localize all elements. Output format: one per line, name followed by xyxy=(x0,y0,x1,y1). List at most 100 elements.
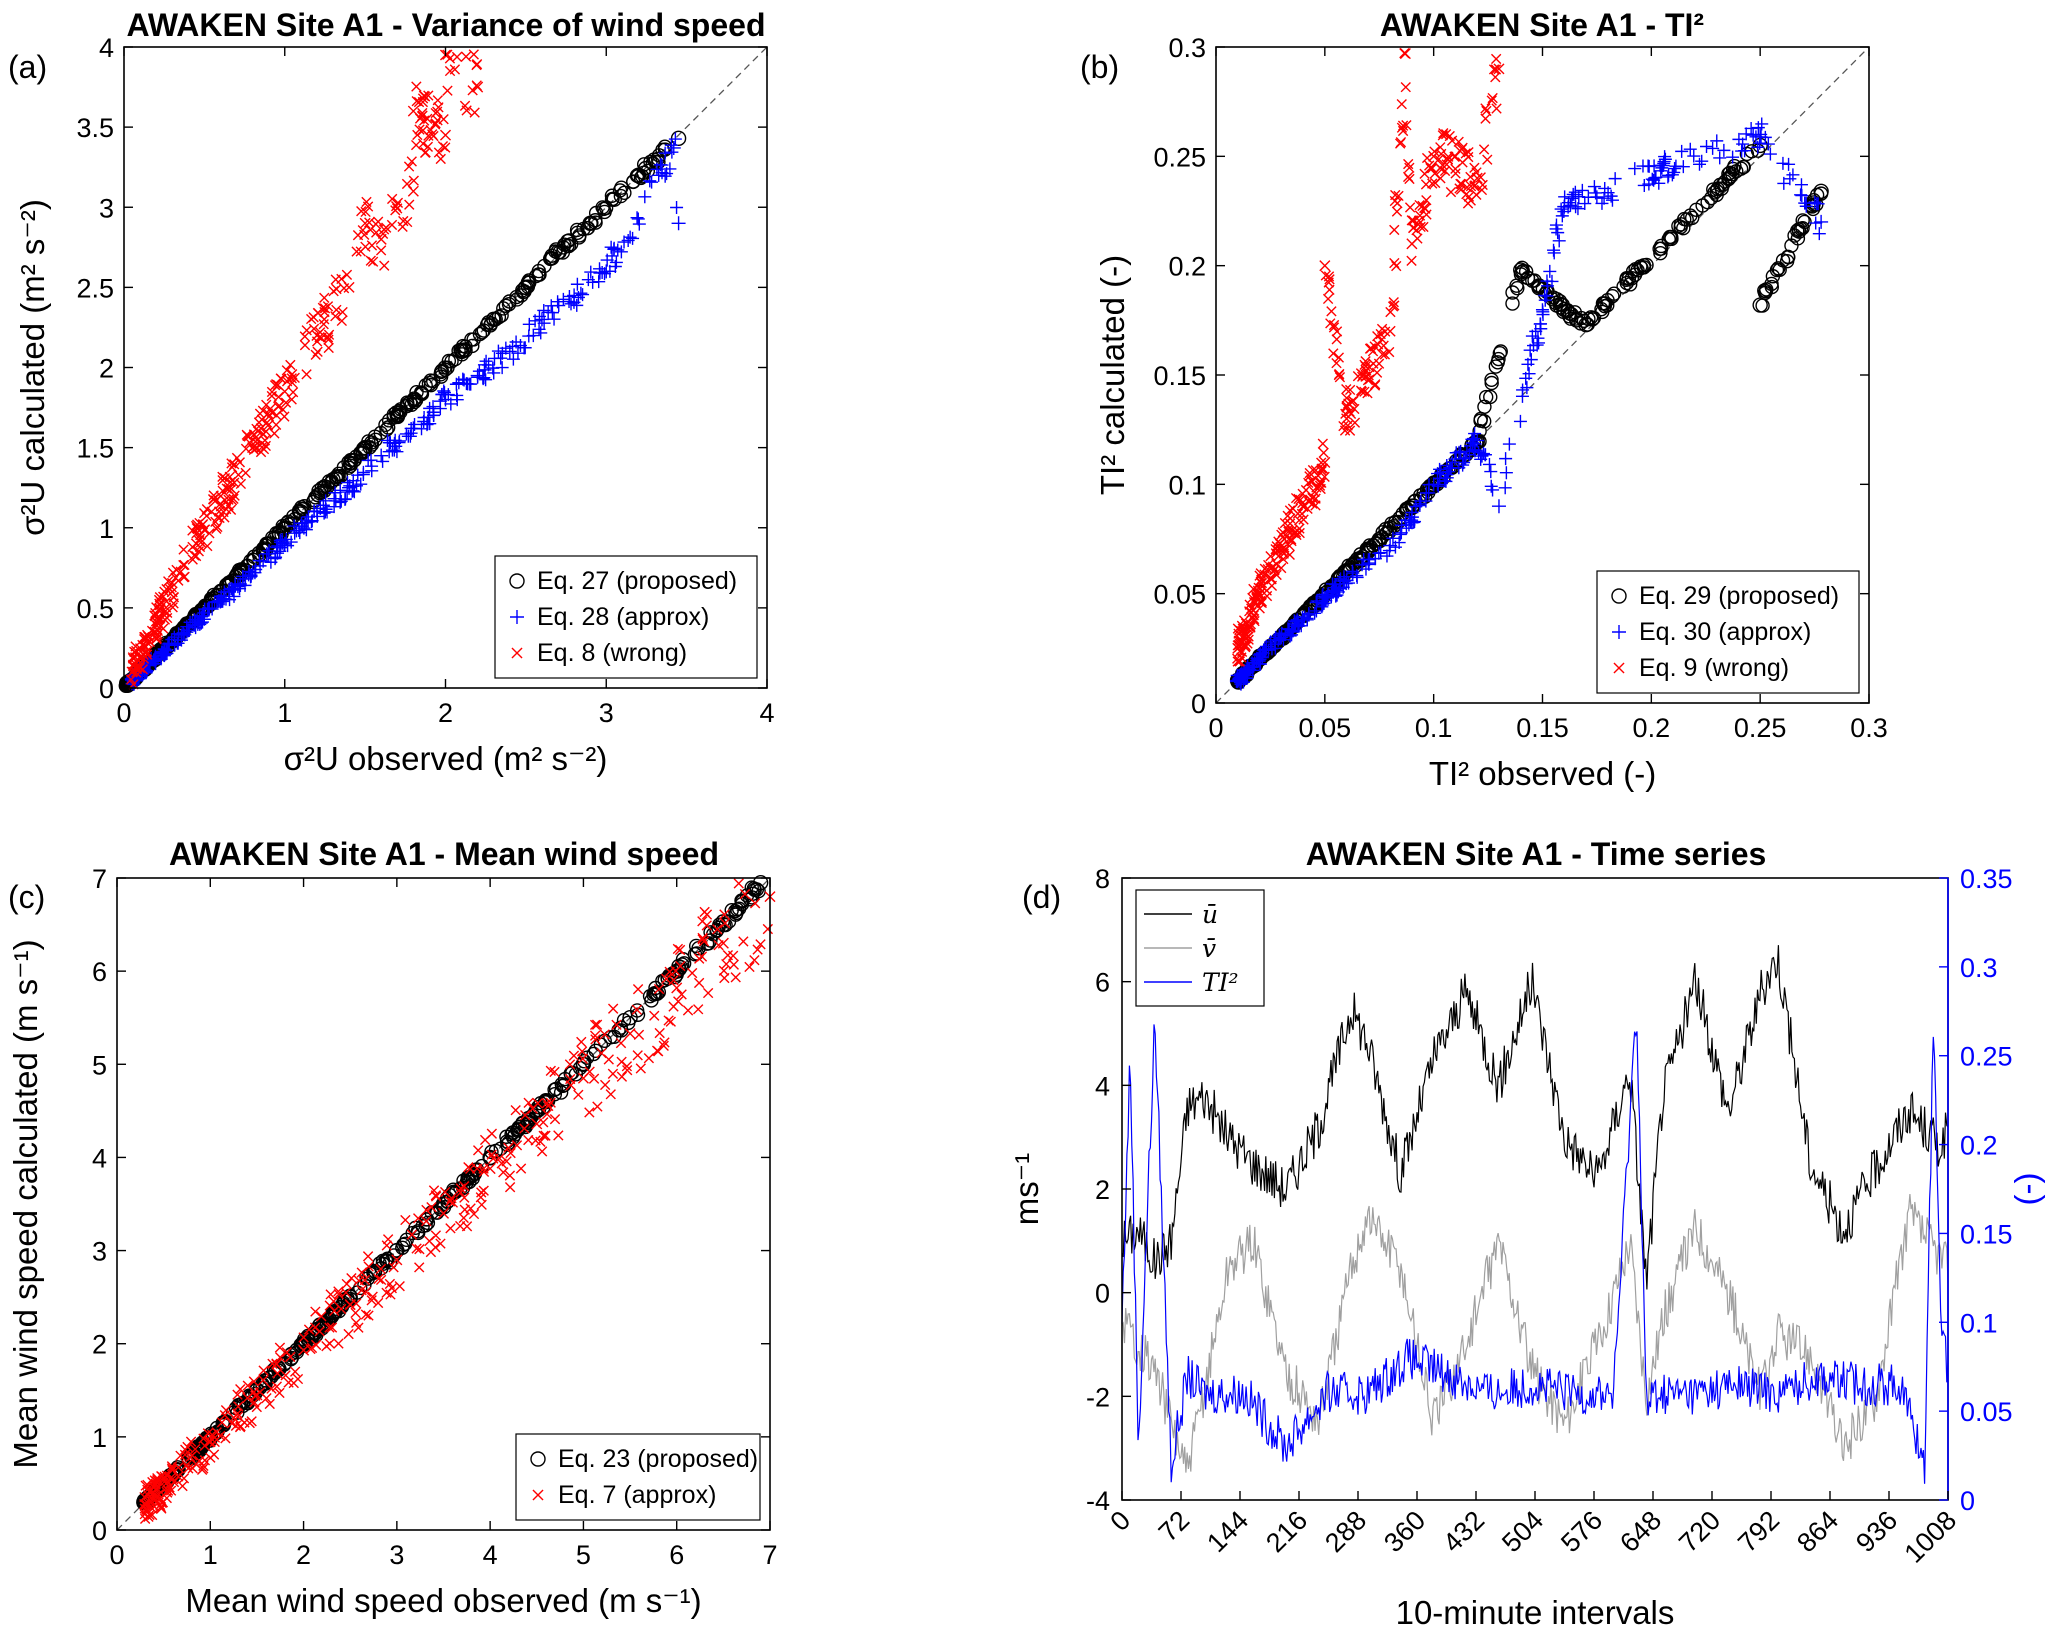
data-point xyxy=(499,1129,514,1144)
data-point xyxy=(1413,215,1425,226)
data-point xyxy=(1452,461,1466,475)
data-point xyxy=(622,1010,638,1026)
legend-label: Eq. 23 (proposed) xyxy=(558,1445,758,1473)
data-point xyxy=(1739,127,1753,141)
data-point xyxy=(502,294,517,309)
data-point xyxy=(515,1163,527,1174)
data-point xyxy=(361,196,372,208)
data-point xyxy=(1404,202,1416,213)
y-tick-label: 0.05 xyxy=(1153,580,1206,610)
data-point xyxy=(1286,534,1297,545)
data-point xyxy=(181,1459,192,1471)
y-tick-label: 0.25 xyxy=(1153,142,1206,172)
data-point xyxy=(719,972,730,984)
data-point xyxy=(1668,162,1682,176)
x-tick-label: 144 xyxy=(1201,1505,1254,1558)
data-point xyxy=(1232,640,1243,651)
data-point xyxy=(1359,562,1373,576)
data-point xyxy=(576,1046,588,1057)
y-tick-label: 1 xyxy=(92,1423,107,1453)
x-tick-label: 0.25 xyxy=(1734,713,1787,743)
x-tick-label: 288 xyxy=(1319,1505,1372,1558)
data-point xyxy=(1478,144,1490,155)
data-point xyxy=(1274,630,1289,645)
legend: Eq. 23 (proposed) Eq. 7 (approx) xyxy=(515,1433,761,1521)
data-point xyxy=(1554,202,1568,216)
data-point xyxy=(251,1389,263,1401)
data-point xyxy=(408,175,419,186)
data-point xyxy=(400,1214,411,1226)
data-point xyxy=(390,205,401,216)
data-point xyxy=(1427,162,1438,174)
data-point xyxy=(1482,154,1493,165)
x-axis-label: σ²U observed (m² s⁻²) xyxy=(284,740,608,777)
data-point xyxy=(311,329,323,341)
data-point xyxy=(1304,471,1315,482)
data-point xyxy=(1713,151,1727,165)
data-point xyxy=(204,1435,216,1448)
data-point xyxy=(755,939,766,950)
data-point xyxy=(633,170,649,186)
data-point xyxy=(181,623,196,638)
data-point xyxy=(1377,349,1388,360)
data-point xyxy=(1374,546,1388,560)
series-eq-9-wrong- xyxy=(1232,48,1505,667)
data-point xyxy=(126,666,138,678)
data-point xyxy=(1320,270,1332,281)
data-point xyxy=(175,1450,186,1461)
data-point xyxy=(271,1381,282,1392)
x-tick-label: 936 xyxy=(1850,1505,1903,1558)
data-point xyxy=(534,326,548,340)
data-point xyxy=(298,1332,309,1343)
y-tick-label: 1.5 xyxy=(76,434,114,464)
y-axis-label: Mean wind speed calculated (m s⁻¹) xyxy=(7,939,44,1468)
data-point xyxy=(1326,577,1340,591)
data-point xyxy=(531,1118,543,1130)
data-point xyxy=(407,394,422,410)
data-point xyxy=(1628,162,1642,176)
data-point xyxy=(1675,144,1689,158)
data-point xyxy=(1333,582,1347,596)
data-point xyxy=(372,1297,384,1309)
data-point xyxy=(1726,150,1740,164)
data-point xyxy=(178,1473,190,1484)
data-point xyxy=(476,1187,487,1198)
data-point xyxy=(1350,570,1364,584)
data-point xyxy=(1687,149,1701,163)
data-point xyxy=(1395,137,1407,148)
data-point xyxy=(461,1221,473,1232)
data-point xyxy=(1491,499,1506,514)
y-tick-label: 3 xyxy=(92,1237,107,1267)
data-point xyxy=(245,565,260,580)
data-point xyxy=(1761,137,1775,151)
data-point xyxy=(584,1107,595,1118)
data-point xyxy=(438,113,449,125)
data-point xyxy=(359,217,371,229)
y-tick-label: 4 xyxy=(92,1143,107,1173)
data-point xyxy=(1601,186,1615,200)
data-point xyxy=(399,1232,414,1248)
data-point xyxy=(1317,438,1328,449)
data-point xyxy=(432,95,443,106)
legend-label: TI² xyxy=(1202,968,1239,997)
y-tick-label: 0.2 xyxy=(1168,252,1206,282)
data-point xyxy=(234,457,246,468)
data-point xyxy=(1256,646,1270,660)
data-point xyxy=(599,264,614,279)
data-point xyxy=(666,140,681,155)
data-point xyxy=(1241,632,1252,644)
x-tick-label: 2 xyxy=(296,1540,311,1570)
data-point xyxy=(1387,301,1399,312)
data-point xyxy=(1531,331,1545,345)
data-point xyxy=(402,395,418,410)
data-point xyxy=(1316,457,1327,468)
data-point xyxy=(1653,241,1669,256)
data-point xyxy=(270,419,282,430)
data-point xyxy=(344,1299,356,1311)
legend-marker xyxy=(1611,588,1627,604)
data-point xyxy=(670,965,681,977)
data-point xyxy=(1484,465,1498,479)
data-point xyxy=(1448,452,1462,466)
data-point xyxy=(340,476,354,490)
data-point xyxy=(167,1473,179,1485)
